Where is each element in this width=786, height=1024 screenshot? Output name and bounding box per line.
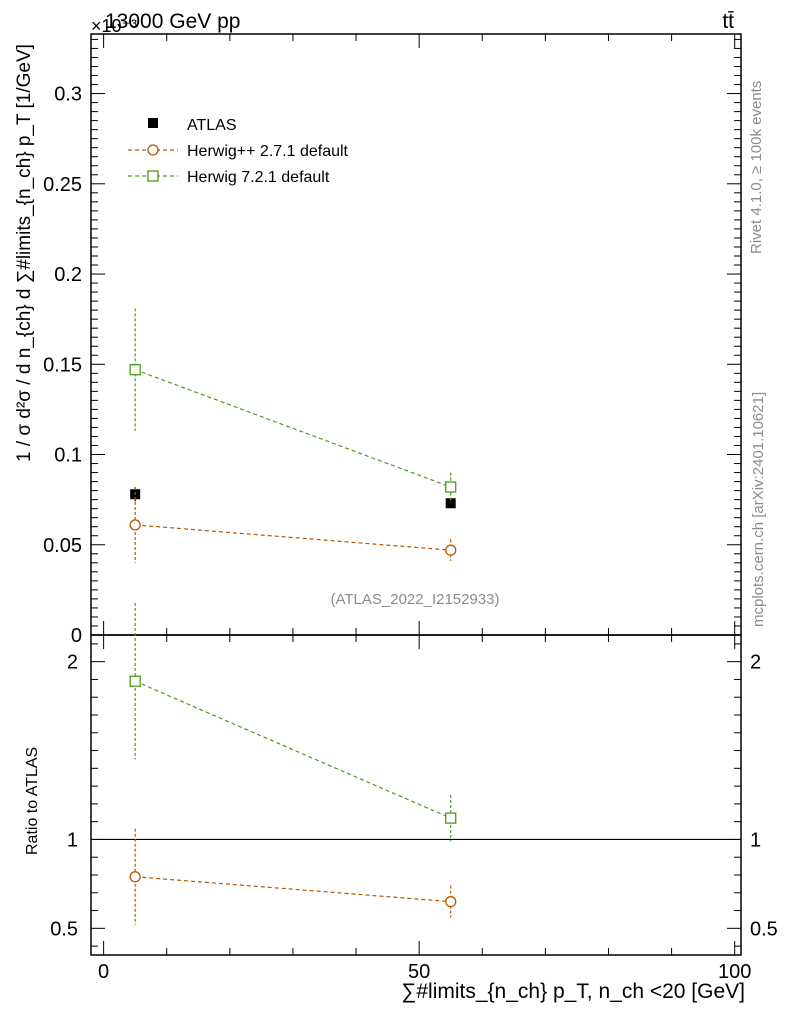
- main-y-ticks: 0 0.05 0.1 0.15 0.2 0.25 0.3: [43, 38, 741, 647]
- ratio-y-tick-label-right: 0.5: [750, 918, 778, 940]
- main-y-tick-label: 0.2: [54, 264, 82, 286]
- rivet-version-label: Rivet 4.1.0, ≥ 100k events: [748, 81, 765, 254]
- ratio-y-tick-label-left: 0.5: [50, 918, 78, 940]
- x-ticks: 0 50 100: [98, 34, 751, 983]
- process-label: tt̄: [722, 10, 734, 33]
- ratio-herwig-7-2-1-default-line: [134, 680, 451, 819]
- analysis-watermark: (ATLAS_2022_I2152933): [330, 591, 499, 608]
- mcplots-label: mcplots.cern.ch [arXiv:2401.10621]: [750, 392, 767, 627]
- main-y-axis-title: 1 / σ d²σ / d n_{ch} d ∑#limits_{n_ch} p…: [14, 44, 35, 462]
- main-plot-area: [129, 308, 457, 563]
- main-herwig-2-7-1-default-point: [129, 519, 141, 531]
- main-herwig-7-2-1-default-line: [134, 369, 451, 488]
- legend-marker-atlas: [148, 118, 158, 128]
- ratio-y-tick-label-right: 1: [750, 829, 761, 851]
- main-y-tick-label: 0: [71, 625, 82, 647]
- legend-label-herwigpp: Herwig++ 2.7.1 default: [187, 143, 349, 160]
- ratio-y-tick-label-left: 2: [67, 652, 78, 674]
- ratio-herwig-7-2-1-default-point: [445, 812, 457, 824]
- main-y-tick-label: 0.25: [43, 174, 82, 196]
- main-y-tick-label: 0.1: [54, 445, 82, 467]
- legend-marker-herwig7: [147, 170, 159, 182]
- x-tick-label: 0: [98, 961, 109, 983]
- ratio-frame: [90, 634, 742, 956]
- main-y-tick-label: 0.3: [54, 84, 82, 106]
- legend: ATLAS Herwig++ 2.7.1 default Herwig 7.2.…: [128, 117, 349, 186]
- ratio-plot-area: [129, 603, 457, 925]
- legend-marker-herwigpp: [147, 144, 159, 156]
- ratio-y-tick-label-left: 1: [67, 829, 78, 851]
- ratio-herwig-7-2-1-default-point: [129, 675, 141, 687]
- ratio-y-ticks: 0.5 0.5 1 1 2 2: [50, 643, 778, 947]
- main-herwig-2-7-1-default-point: [445, 544, 457, 556]
- energy-label: 13000 GeV pp: [105, 10, 240, 33]
- ratio-herwig-2-7-1-default-point: [129, 871, 141, 883]
- ratio-herwig-2-7-1-default-line: [135, 876, 451, 903]
- ratio-y-axis-title: Ratio to ATLAS: [24, 747, 41, 855]
- x-tick-label: 100: [718, 961, 751, 983]
- legend-label-herwig7: Herwig 7.2.1 default: [187, 169, 330, 186]
- main-herwig-2-7-1-default-line: [135, 524, 451, 551]
- legend-label-atlas: ATLAS: [187, 117, 237, 134]
- x-axis-title: ∑#limits_{n_ch} p_T, n_ch <20 [GeV]: [401, 980, 745, 1003]
- main-herwig-7-2-1-default-point: [445, 481, 457, 493]
- ratio-y-tick-label-right: 2: [750, 652, 761, 674]
- ratio-herwig-2-7-1-default-point: [445, 896, 457, 908]
- exponent-label: ×10⁻³: [91, 16, 137, 36]
- main-herwig-7-2-1-default-point: [129, 364, 141, 376]
- main-y-tick-label: 0.15: [43, 354, 82, 376]
- main-y-tick-label: 0.05: [43, 535, 82, 557]
- x-tick-label: 50: [408, 961, 430, 983]
